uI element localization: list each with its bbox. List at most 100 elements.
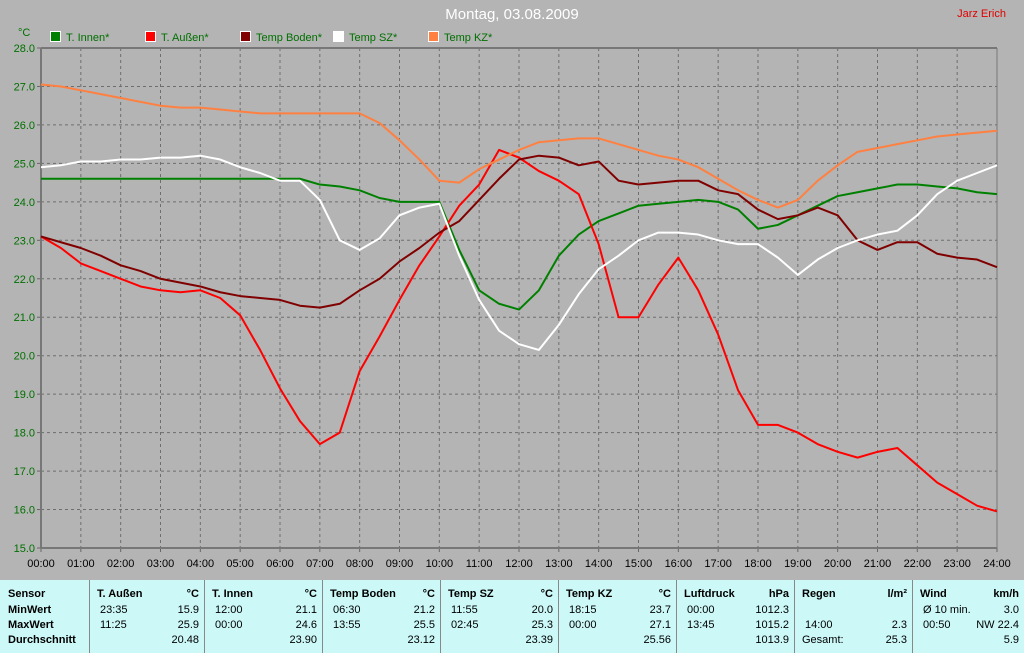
column-header: Wind (920, 588, 947, 600)
min-value: 20.0 (531, 604, 553, 616)
x-tick-label: 20:00 (824, 558, 852, 570)
min-value: 23.7 (649, 604, 671, 616)
y-tick-label: 22.0 (14, 274, 35, 286)
row-label: MinWert (8, 604, 52, 616)
column-header: Regen (802, 588, 836, 600)
avg-value: 5.9 (1003, 634, 1019, 646)
column-unit: °C (540, 588, 553, 600)
row-label: MaxWert (8, 619, 54, 631)
x-tick-label: 23:00 (943, 558, 971, 570)
avg-value: 1013.9 (755, 634, 789, 646)
column-unit: l/m² (887, 588, 907, 600)
legend-item: Temp SZ* (333, 31, 397, 44)
min-time: 11:55 (451, 604, 478, 616)
y-tick-label: 27.0 (14, 81, 35, 93)
table-column: Wind km/h Ø 10 min. 3.0 00:50 NW 22.4 5.9 (913, 580, 1024, 653)
legend-label: Temp Boden* (256, 32, 323, 44)
legend-swatch (50, 31, 61, 42)
table-column: Temp SZ °C 11:55 20.0 02:45 25.3 23.39 (441, 580, 559, 653)
legend-label: T. Außen* (161, 32, 209, 44)
table-column: Temp Boden °C 06:30 21.2 13:55 25.5 23.12 (323, 580, 441, 653)
max-time: 13:45 (687, 619, 715, 631)
min-time: Ø 10 min. (923, 604, 971, 616)
y-tick-label: 23.0 (14, 235, 35, 247)
x-tick-label: 05:00 (226, 558, 254, 570)
column-header: Temp Boden (330, 588, 396, 600)
row-label: Durchschnitt (8, 634, 76, 646)
x-tick-label: 00:00 (27, 558, 55, 570)
table-row-labels: Sensor MinWert MaxWert Durchschnitt (0, 580, 90, 653)
x-tick-label: 12:00 (505, 558, 533, 570)
table-column: T. Außen °C 23:35 15.9 11:25 25.9 20.48 (90, 580, 205, 653)
max-value: 25.9 (177, 619, 199, 631)
column-unit: °C (186, 588, 199, 600)
column-unit: km/h (993, 588, 1019, 600)
series-line-t-innen (41, 177, 998, 311)
avg-label: Gesamt: (802, 634, 844, 646)
max-time: 13:55 (333, 619, 361, 631)
max-time: 00:00 (215, 619, 243, 631)
legend-label: T. Innen* (66, 32, 110, 44)
x-tick-label: 16:00 (665, 558, 693, 570)
x-tick-label: 04:00 (187, 558, 215, 570)
y-tick-label: 17.0 (14, 466, 35, 478)
max-value: 24.6 (295, 619, 317, 631)
min-time: 00:00 (687, 604, 715, 616)
x-tick-label: 24:00 (983, 558, 1011, 570)
series-line-temp-kz (40, 83, 998, 209)
y-tick-label: 19.0 (14, 389, 35, 401)
x-tick-label: 18:00 (744, 558, 772, 570)
min-value: 1012.3 (755, 604, 789, 616)
legend-item: Temp KZ* (428, 31, 492, 44)
column-header: T. Innen (212, 588, 253, 600)
avg-value: 20.48 (171, 634, 199, 646)
column-unit: °C (422, 588, 435, 600)
y-axis-unit: °C (18, 27, 30, 39)
min-value: 3.0 (1003, 604, 1019, 616)
max-value: 25.5 (413, 619, 435, 631)
min-value: 21.2 (413, 604, 435, 616)
x-tick-label: 21:00 (864, 558, 892, 570)
y-tick-label: 21.0 (14, 312, 35, 324)
row-label: Sensor (8, 588, 46, 600)
x-tick-label: 11:00 (466, 558, 493, 570)
max-time: 02:45 (451, 619, 479, 631)
table-column: Temp KZ °C 18:15 23.7 00:00 27.1 25.56 (559, 580, 677, 653)
max-time: 00:00 (569, 619, 597, 631)
legend-item: T. Außen* (145, 31, 209, 44)
legend-swatch (333, 31, 344, 42)
series-line-temp-sz (40, 154, 998, 351)
avg-value: 25.56 (643, 634, 671, 646)
max-value: NW 22.4 (976, 619, 1019, 631)
min-value: 21.1 (295, 604, 317, 616)
avg-value: 23.12 (407, 634, 435, 646)
author-label: Jarz Erich (957, 8, 1006, 20)
legend-swatch (240, 31, 251, 42)
avg-value: 23.90 (289, 634, 317, 646)
x-tick-label: 09:00 (386, 558, 414, 570)
series-line-t-au-en (40, 148, 998, 513)
temperature-chart: 15.0 16.0 17.0 18.0 19.0 20.0 21.0 22.0 23.0 24.0… (14, 27, 1011, 570)
legend-item: Temp Boden* (240, 31, 322, 44)
legend-swatch (428, 31, 439, 42)
column-unit: °C (658, 588, 671, 600)
min-value: 15.9 (177, 604, 199, 616)
legend-label: Temp SZ* (349, 32, 398, 44)
x-tick-label: 13:00 (545, 558, 573, 570)
max-value: 1015.2 (755, 619, 789, 631)
column-unit: hPa (768, 588, 789, 600)
table-column: T. Innen °C 12:00 21.1 00:00 24.6 23.90 (205, 580, 323, 653)
x-tick-label: 17:00 (704, 558, 732, 570)
max-value: 25.3 (531, 619, 553, 631)
y-tick-label: 20.0 (14, 351, 35, 363)
series-line-temp-boden (40, 154, 998, 309)
max-time: 14:00 (805, 619, 833, 631)
x-tick-label: 06:00 (266, 558, 294, 570)
x-tick-label: 01:00 (67, 558, 95, 570)
y-tick-label: 25.0 (14, 158, 35, 170)
y-tick-label: 18.0 (14, 428, 35, 440)
x-tick-label: 22:00 (904, 558, 932, 570)
max-time: 00:50 (923, 619, 951, 631)
min-time: 12:00 (215, 604, 243, 616)
min-time: 06:30 (333, 604, 361, 616)
